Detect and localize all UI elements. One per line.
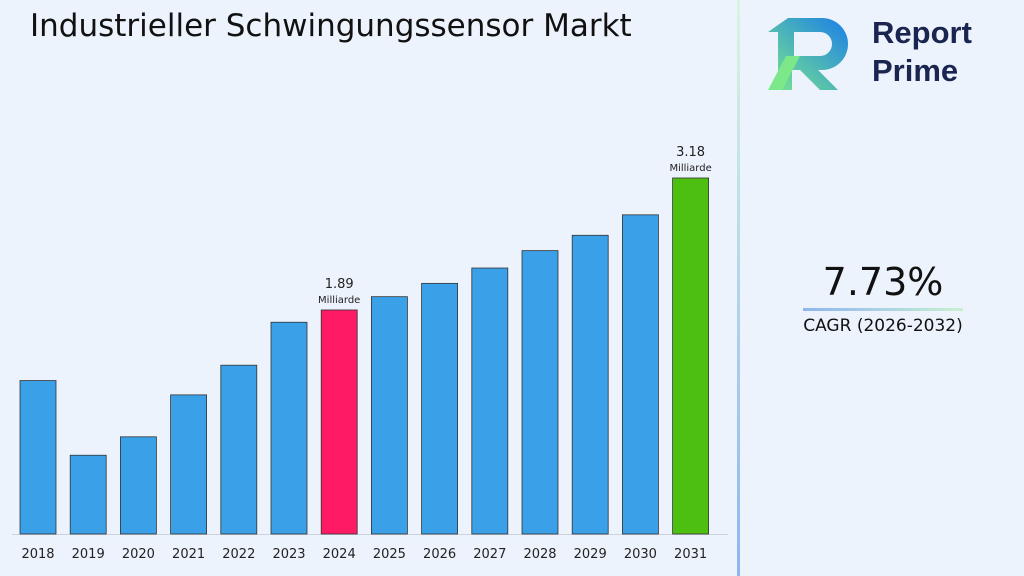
bar-2022 — [220, 364, 258, 535]
data-unit-2031: Milliarde — [669, 163, 711, 174]
x-tick-label-2022: 2022 — [222, 547, 255, 562]
bar-2024 — [320, 309, 358, 535]
data-label-2031: 3.18 — [676, 145, 705, 160]
x-tick-label-2024: 2024 — [323, 547, 356, 562]
chart-title: Industrieller Schwingungssensor Markt — [30, 8, 632, 44]
x-tick-label-2027: 2027 — [473, 547, 506, 562]
bar-2026 — [421, 282, 459, 535]
bar-2020 — [120, 436, 157, 535]
cagr-underline — [803, 308, 963, 311]
logo-text: Report Prime — [872, 14, 972, 90]
x-tick-label-2031: 2031 — [674, 547, 707, 562]
bar-2023 — [270, 321, 308, 535]
bar-2029 — [571, 234, 609, 535]
logo-line2: Prime — [872, 53, 959, 88]
cagr-value: 7.73% — [822, 260, 944, 304]
bar-2030 — [622, 214, 659, 535]
bar-2025 — [370, 296, 408, 535]
bar-2019 — [69, 454, 107, 535]
x-tick-label-2026: 2026 — [423, 547, 456, 562]
x-tick-label-2030: 2030 — [624, 547, 657, 562]
x-tick-label-2018: 2018 — [21, 547, 54, 562]
x-tick-label-2019: 2019 — [72, 547, 105, 562]
cagr-label: CAGR (2026-2032) — [803, 316, 963, 336]
bar-2027 — [471, 267, 509, 535]
x-tick-label-2025: 2025 — [373, 547, 406, 562]
data-unit-2024: Milliarde — [318, 295, 360, 306]
bar-2021 — [170, 394, 208, 535]
x-tick-label-2028: 2028 — [523, 547, 556, 562]
x-tick-label-2021: 2021 — [172, 547, 205, 562]
bar-2028 — [521, 250, 559, 535]
x-tick-label-2029: 2029 — [574, 547, 607, 562]
bar-2031 — [672, 177, 709, 535]
bar-chart: 2018 2019 2020 2021 2022 2023 2024 1.89 Milliard… — [12, 145, 728, 562]
x-tick-label-2023: 2023 — [272, 547, 305, 562]
bar-2018 — [19, 380, 57, 535]
logo-line1: Report — [872, 15, 972, 50]
report-prime-logo-icon — [768, 18, 848, 90]
x-tick-label-2020: 2020 — [122, 547, 155, 562]
data-label-2024: 1.89 — [325, 277, 354, 292]
divider — [737, 0, 740, 576]
